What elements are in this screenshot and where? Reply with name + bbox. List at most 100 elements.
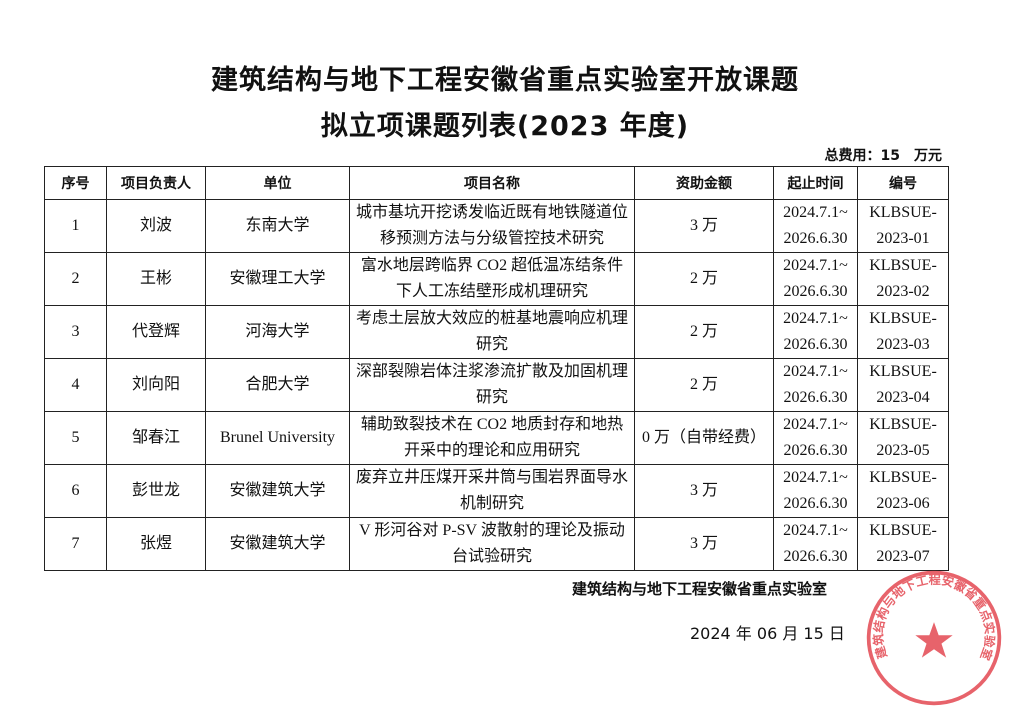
- cell-text: 2024.7.1~: [783, 363, 848, 380]
- header-title: 项目名称: [349, 166, 635, 200]
- document-subtitle: 拟立项课题列表(2023 年度): [320, 111, 690, 142]
- cell-amount: 3 万: [634, 464, 774, 518]
- cell-text: 2024.7.1~: [783, 522, 848, 539]
- seal-star-icon: [915, 622, 953, 658]
- cell-unit: Brunel University: [205, 411, 350, 465]
- cell-text: 彭世龙: [131, 482, 180, 499]
- cell-amount: 3 万: [634, 517, 774, 571]
- cell-text: 刘向阳: [131, 376, 180, 393]
- cell-text: 富水地层跨临界 CO2 超低温冻结条件下人工冻结壁形成机理研究: [360, 257, 624, 300]
- cell-text: 2 万: [689, 323, 718, 340]
- cell-text: 2023-07: [876, 548, 930, 565]
- cell-amount: 3 万: [634, 199, 774, 253]
- cell-text: 2026.6.30: [783, 495, 848, 512]
- cell-title: 城市基坑开挖诱发临近既有地铁隧道位移预测方法与分级管控技术研究: [349, 199, 635, 253]
- cell-leader: 刘波: [106, 199, 206, 253]
- cell-text: 1: [71, 217, 80, 234]
- cell-code: KLBSUE- 2023-05: [857, 411, 949, 465]
- header-leader: 项目负责人: [106, 166, 206, 200]
- table-row: 7 张煜 安徽建筑大学 V 形河谷对 P-SV 波散射的理论及振动台试验研究 3 万 20…: [44, 517, 949, 571]
- cell-text: 2024.7.1~: [783, 469, 848, 486]
- cell-text: KLBSUE-: [869, 416, 937, 433]
- cell-title: 废弃立井压煤开采井筒与围岩界面导水机制研究: [349, 464, 635, 518]
- cell-unit: 安徽理工大学: [205, 252, 350, 306]
- cell-no: 4: [44, 358, 107, 412]
- cell-no: 6: [44, 464, 107, 518]
- total-cost: 总费用：15 万元: [821, 145, 942, 165]
- cell-text: 2023-04: [876, 389, 930, 406]
- cell-text: 2024.7.1~: [783, 310, 848, 327]
- cell-code: KLBSUE- 2023-07: [857, 517, 949, 571]
- cell-code: KLBSUE- 2023-02: [857, 252, 949, 306]
- cell-leader: 邹春江: [106, 411, 206, 465]
- cell-unit: 东南大学: [205, 199, 350, 253]
- cell-period: 2024.7.1~ 2026.6.30: [773, 199, 858, 253]
- cell-text: KLBSUE-: [869, 469, 937, 486]
- cell-code: KLBSUE- 2023-01: [857, 199, 949, 253]
- cell-text: KLBSUE-: [869, 363, 937, 380]
- cell-text: 合肥大学: [245, 376, 310, 393]
- cell-text: 0 万（自带经费）: [641, 429, 766, 446]
- cell-text: 东南大学: [245, 217, 310, 234]
- cell-text: KLBSUE-: [869, 310, 937, 327]
- cell-text: 2023-05: [876, 442, 930, 459]
- cell-amount: 2 万: [634, 358, 774, 412]
- cell-leader: 张煜: [106, 517, 206, 571]
- cell-text: 安徽建筑大学: [229, 535, 326, 552]
- cell-amount: 2 万: [634, 252, 774, 306]
- cell-text: 刘波: [139, 217, 172, 234]
- cell-title: V 形河谷对 P-SV 波散射的理论及振动台试验研究: [349, 517, 635, 571]
- cell-text: 2023-01: [876, 230, 930, 247]
- cell-text: 2026.6.30: [783, 230, 848, 247]
- cell-text: 邹春江: [131, 429, 180, 446]
- project-table: 序号 项目负责人 单位 项目名称 资助金额 起止时间 编号 1 刘波 东南大学 城市基…: [44, 166, 949, 571]
- cell-unit: 安徽建筑大学: [205, 464, 350, 518]
- header-no: 序号: [44, 166, 107, 200]
- cell-text: 深部裂隙岩体注浆渗流扩散及加固机理研究: [355, 363, 628, 406]
- cell-title: 富水地层跨临界 CO2 超低温冻结条件下人工冻结壁形成机理研究: [349, 252, 635, 306]
- cell-text: 2026.6.30: [783, 389, 848, 406]
- cell-text: 2 万: [689, 270, 718, 287]
- table-row: 4 刘向阳 合肥大学 深部裂隙岩体注浆渗流扩散及加固机理研究 2 万 2024.7.1~ 2…: [44, 358, 949, 412]
- cell-text: 2026.6.30: [783, 336, 848, 353]
- cell-text: 河海大学: [245, 323, 310, 340]
- cell-no: 3: [44, 305, 107, 359]
- cell-no: 1: [44, 199, 107, 253]
- cell-amount: 2 万: [634, 305, 774, 359]
- cell-no: 7: [44, 517, 107, 571]
- cell-text: KLBSUE-: [869, 522, 937, 539]
- total-cost-label: 总费用：15: [824, 148, 900, 164]
- cell-text: 2023-06: [876, 495, 930, 512]
- cell-period: 2024.7.1~ 2026.6.30: [773, 252, 858, 306]
- header-code: 编号: [857, 166, 949, 200]
- cell-unit: 合肥大学: [205, 358, 350, 412]
- table-row: 3 代登辉 河海大学 考虑土层放大效应的桩基地震响应机理研究 2 万 2024.7.1~ 2…: [44, 305, 949, 359]
- cell-text: 2026.6.30: [783, 283, 848, 300]
- total-cost-unit: 万元: [914, 148, 942, 164]
- cell-no: 5: [44, 411, 107, 465]
- signature-date: 2024 年 06 月 15 日: [690, 624, 845, 643]
- table-header-row: 序号 项目负责人 单位 项目名称 资助金额 起止时间 编号: [44, 166, 949, 200]
- cell-leader: 刘向阳: [106, 358, 206, 412]
- cell-amount: 0 万（自带经费）: [634, 411, 774, 465]
- table-row: 5 邹春江 Brunel University 辅助致裂技术在 CO2 地质封存和地热…: [44, 411, 949, 465]
- cell-text: 废弃立井压煤开采井筒与围岩界面导水机制研究: [355, 469, 628, 512]
- cell-text: 6: [71, 482, 80, 499]
- cell-text: Brunel University: [219, 429, 336, 446]
- seal-ring: [866, 570, 1002, 706]
- cell-text: 4: [71, 376, 80, 393]
- cell-text: 5: [71, 429, 80, 446]
- cell-text: 辅助致裂技术在 CO2 地质封存和地热开采中的理论和应用研究: [360, 416, 624, 459]
- cell-text: 2024.7.1~: [783, 416, 848, 433]
- cell-period: 2024.7.1~ 2026.6.30: [773, 464, 858, 518]
- cell-text: 2026.6.30: [783, 442, 848, 459]
- cell-text: 安徽理工大学: [229, 270, 326, 287]
- cell-text: 2 万: [689, 376, 718, 393]
- cell-text: 3: [71, 323, 80, 340]
- cell-text: 3 万: [689, 217, 718, 234]
- cell-text: KLBSUE-: [869, 257, 937, 274]
- cell-text: 安徽建筑大学: [229, 482, 326, 499]
- official-seal-stamp: 建筑结构与地下工程安徽省重点实验室: [866, 570, 1002, 706]
- cell-text: 2024.7.1~: [783, 257, 848, 274]
- document-title: 建筑结构与地下工程安徽省重点实验室开放课题: [211, 65, 799, 96]
